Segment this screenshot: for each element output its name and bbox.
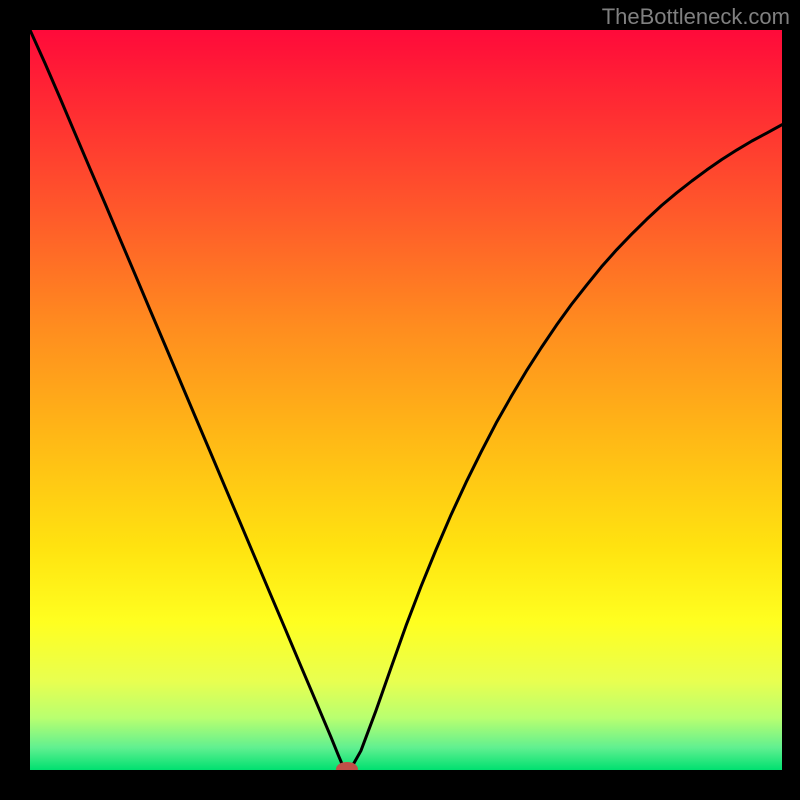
plot-area [30,30,782,770]
watermark-text: TheBottleneck.com [602,4,790,30]
optimal-point-marker [336,762,358,770]
bottleneck-curve [30,30,782,770]
curve-path [30,30,782,769]
